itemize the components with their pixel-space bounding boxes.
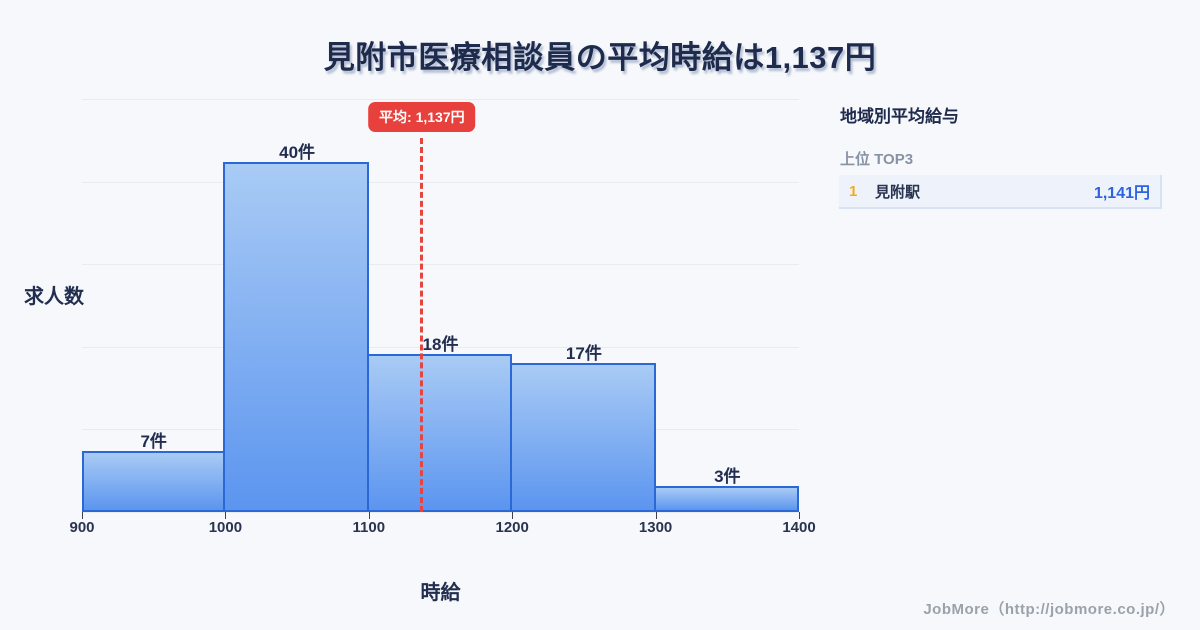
gridline [82, 264, 799, 266]
station-wage-value: 1,141円 [1093, 185, 1150, 202]
bar-value-label: 7件 [140, 432, 167, 451]
x-axis-tick [799, 512, 800, 519]
gridline [82, 346, 799, 348]
x-axis-tick [225, 512, 227, 519]
histogram-bar [367, 354, 512, 512]
x-axis-tick-label: 1300 [638, 519, 673, 536]
x-axis-tick [512, 512, 514, 519]
histogram-bar [510, 363, 656, 512]
gridline [82, 512, 799, 513]
histogram-bar [654, 486, 799, 512]
side-panel-subtitle: 上位 TOP3 [840, 151, 914, 168]
y-axis-label: 求人数 [24, 286, 84, 308]
x-axis-tick [82, 512, 83, 519]
x-axis-tick [655, 512, 657, 519]
bar-value-label: 3件 [714, 467, 741, 486]
bar-value-label: 40件 [279, 143, 316, 162]
x-axis-label: 時給 [420, 582, 461, 604]
side-panel-title: 地域別平均給与 [840, 107, 959, 126]
station-name: 見附駅 [875, 183, 921, 201]
average-line [420, 138, 424, 512]
x-axis-tick [368, 512, 370, 519]
site-credit: JobMore（http://jobmore.co.jp/） [923, 601, 1175, 618]
histogram-bar [223, 162, 369, 512]
x-axis-tick-label: 1200 [495, 519, 529, 536]
histogram-plot-area: 7件 40件 18件 17件 3件 900 1000 1100 1200 1300 1400 平均: … [69, 99, 816, 536]
histogram-bar [82, 451, 225, 512]
gridline [82, 181, 799, 183]
average-value-badge: 平均: 1,137円 [368, 102, 476, 132]
gridline [82, 99, 799, 100]
x-axis-tick-label: 1400 [782, 519, 816, 536]
ranking-row: 1 見附駅 1,141円 [839, 175, 1162, 209]
x-axis-tick-label: 1000 [208, 519, 243, 536]
rank-number: 1 [849, 182, 858, 200]
bar-value-label: 17件 [565, 344, 602, 363]
x-axis-tick-label: 900 [69, 519, 95, 536]
bar-value-label: 18件 [422, 335, 459, 354]
x-axis-tick-label: 1100 [352, 519, 386, 536]
page-title: 見附市医療相談員の平均時給は1,137円 [323, 40, 877, 75]
